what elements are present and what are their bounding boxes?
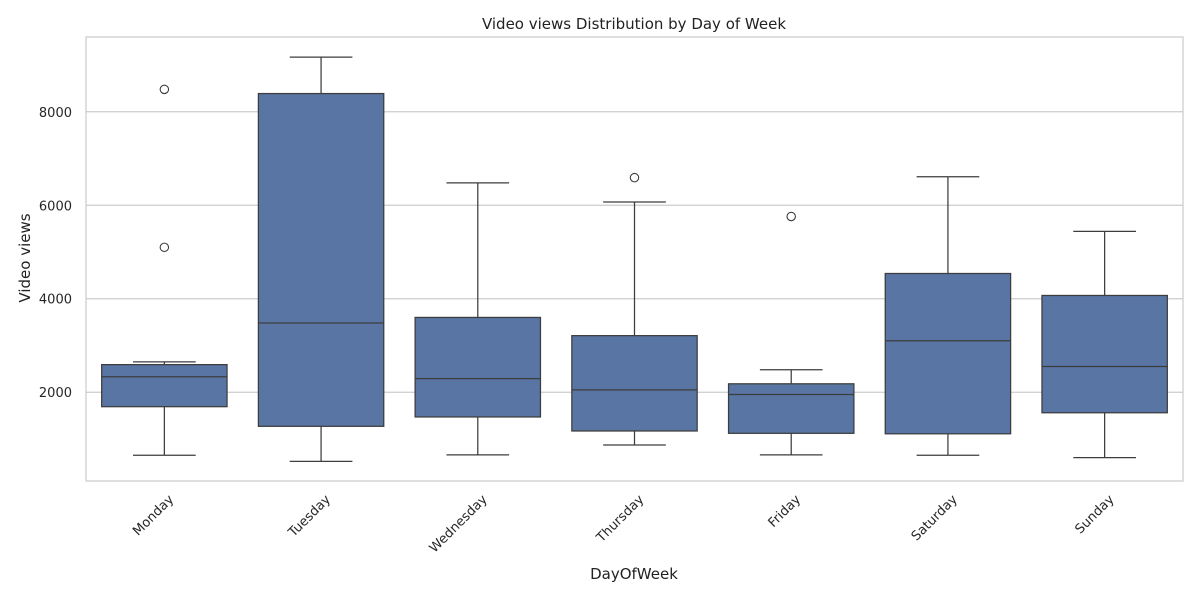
box-iqr <box>1041 294 1168 414</box>
x-tick-label-tuesday: Tuesday <box>285 492 334 541</box>
x-tick-label-friday: Friday <box>766 492 805 531</box>
outlier-point <box>629 172 640 183</box>
outlier-point <box>159 242 170 253</box>
box-group-thursday <box>571 172 698 446</box>
outlier-point <box>159 84 170 95</box>
y-tick-label: 6000 <box>39 199 72 214</box>
box-iqr <box>101 364 228 408</box>
x-tick-label-wednesday: Wednesday <box>427 492 491 556</box>
boxes <box>101 56 1168 462</box>
x-tick-label-monday: Monday <box>130 492 177 539</box>
y-tick-label: 4000 <box>39 293 72 308</box>
plot-frame <box>85 36 1184 482</box>
y-axis-label: Video views <box>16 213 34 302</box>
box-iqr <box>884 272 1012 435</box>
x-tick-labels: Monday Tuesday Wednesday Thursday Friday Satu… <box>130 492 1117 556</box>
y-tick-label: 2000 <box>39 386 72 401</box>
box-group-sunday <box>1041 230 1168 459</box>
outlier-point <box>786 211 796 222</box>
box-iqr <box>414 316 542 418</box>
box-group-tuesday <box>257 56 385 462</box>
box-iqr <box>571 335 698 432</box>
x-tick-label-sunday: Sunday <box>1072 492 1117 537</box>
x-tick-label-thursday: Thursday <box>593 492 647 546</box>
box-iqr <box>727 383 855 434</box>
box-group-saturday <box>884 176 1012 456</box>
box-group-wednesday <box>414 182 542 456</box>
x-tick-label-saturday: Saturday <box>909 492 961 544</box>
box-iqr <box>257 92 385 427</box>
box-group-friday <box>727 211 855 456</box>
x-axis-label: DayOfWeek <box>590 565 678 583</box>
y-tick-label: 8000 <box>39 106 72 121</box>
chart-title: Video views Distribution by Day of Week <box>482 15 786 33</box>
y-tick-labels: 2000 4000 6000 8000 <box>39 106 72 401</box>
box-group-monday <box>101 84 228 456</box>
